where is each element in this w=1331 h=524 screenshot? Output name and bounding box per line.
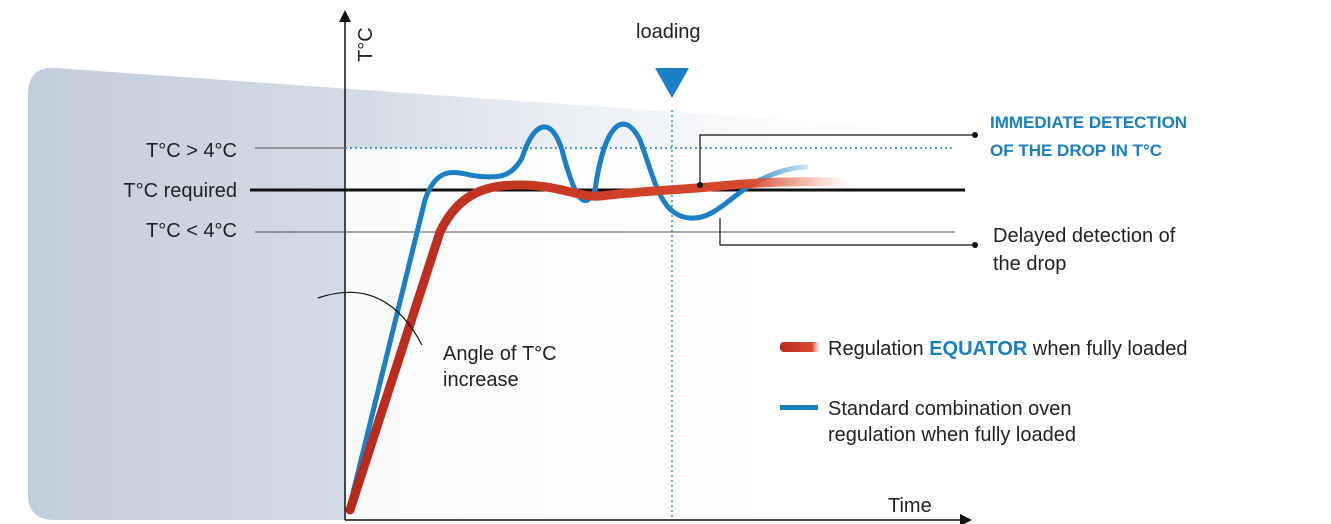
loading-label: loading <box>636 21 701 43</box>
legend-text: when fully loaded <box>1027 338 1187 360</box>
plot-area <box>345 148 965 520</box>
level-label: T°C > 4°C <box>146 140 237 162</box>
legend-label: Standard combination oven <box>828 398 1072 420</box>
annotation: Delayed detection of <box>993 225 1176 247</box>
diagram: T°C Time T°C > 4°C T°C required T°C < 4°… <box>0 0 1331 524</box>
y-arrow <box>339 10 351 22</box>
annotation: Angle of T°C <box>443 343 557 365</box>
leader-dot <box>697 182 703 188</box>
loading-marker <box>655 68 689 98</box>
legend-label: Regulation EQUATOR when fully loaded <box>828 338 1187 360</box>
legend-text: Regulation <box>828 338 929 360</box>
annotation: increase <box>443 369 519 391</box>
annotation: the drop <box>993 253 1066 275</box>
x-label: Time <box>888 495 932 517</box>
legend-swatch <box>780 342 820 352</box>
legend-swatch <box>780 405 818 410</box>
legend-label: regulation when fully loaded <box>828 424 1076 446</box>
legend-brand: EQUATOR <box>929 338 1028 360</box>
level-label: T°C required <box>123 180 237 202</box>
y-label: T°C <box>355 27 377 62</box>
leader-dot <box>972 132 978 138</box>
level-label: T°C < 4°C <box>146 220 237 242</box>
leader-dot <box>972 242 978 248</box>
annotation: OF THE DROP IN T°C <box>990 141 1162 160</box>
annotation: IMMEDIATE DETECTION <box>990 113 1187 132</box>
